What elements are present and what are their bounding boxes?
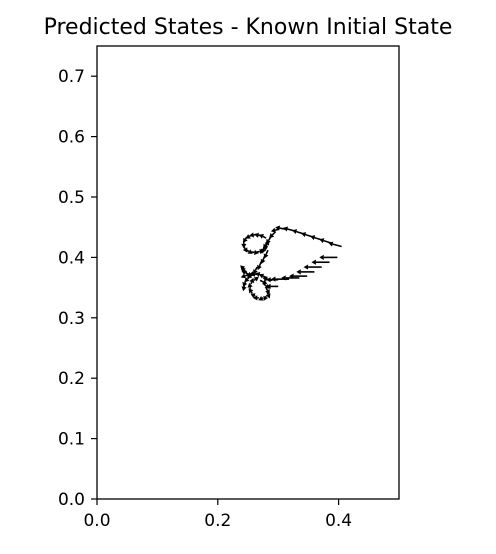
y-tick-label: 0.5 [58,188,85,208]
y-tick-label: 0.6 [58,128,85,148]
y-tick-label: 0.7 [58,67,85,87]
y-tick-label: 0.4 [58,248,85,268]
x-tick-label: 0.0 [83,511,110,531]
chart-title: Predicted States - Known Initial State [44,15,453,40]
y-tick-label: 0.1 [58,430,85,450]
y-tick-label: 0.0 [58,490,85,510]
x-tick-label: 0.2 [204,511,231,531]
x-tick-label: 0.4 [325,511,352,531]
y-tick-label: 0.3 [58,309,85,329]
y-tick-label: 0.2 [58,369,85,389]
plot-area-frame [97,46,399,499]
